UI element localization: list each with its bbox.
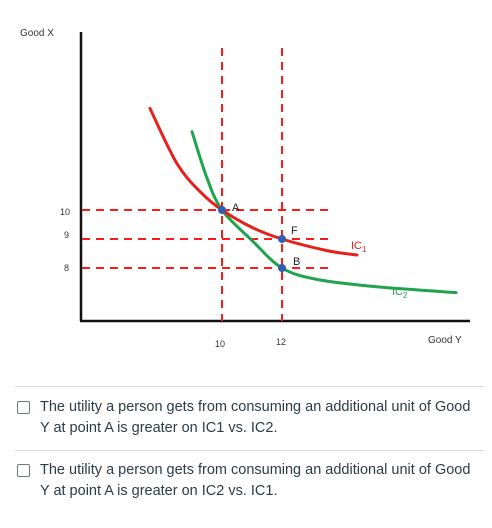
dashed-guides: [82, 48, 330, 321]
x-axis-label: Good Y: [428, 335, 462, 346]
point-label-b: B: [293, 256, 300, 268]
curve-ic2: [190, 130, 458, 295]
curve-label-ic2: IC2: [392, 286, 408, 300]
curve-ic1: [148, 107, 359, 257]
y-axis-label: Good X: [20, 28, 54, 39]
point-label-f: F: [291, 225, 298, 237]
curve-label-ic1-main: IC: [351, 240, 362, 252]
indifference-curve-chart: Good X Good Y 10 9 8 10 12 A F B IC1 IC2: [20, 28, 470, 349]
checkbox-option-1[interactable]: [17, 401, 30, 414]
option-1-text: The utility a person gets from consuming…: [40, 399, 471, 436]
option-2-text: The utility a person gets from consuming…: [40, 462, 471, 499]
curve-label-ic1: IC1: [351, 240, 367, 254]
divider-top: [15, 386, 484, 387]
curve-label-ic2-sub: 2: [403, 291, 408, 300]
curves-group: [148, 107, 458, 295]
y-tick-8: 8: [64, 263, 69, 273]
curve-label-ic1-sub: 1: [362, 245, 367, 254]
x-tick-12: 12: [276, 337, 286, 347]
checkbox-option-2[interactable]: [17, 464, 30, 477]
points-group: [218, 206, 286, 272]
point-a-marker: [218, 206, 226, 214]
point-label-a: A: [232, 202, 240, 214]
divider-middle: [15, 450, 484, 451]
answer-option-2[interactable]: The utility a person gets from consuming…: [14, 460, 474, 502]
point-b-marker: [278, 264, 286, 272]
curve-label-ic2-main: IC: [392, 286, 403, 298]
answer-option-1[interactable]: The utility a person gets from consuming…: [14, 397, 474, 439]
y-tick-10: 10: [60, 207, 70, 217]
y-tick-9: 9: [64, 230, 69, 240]
point-f-marker: [278, 235, 286, 243]
x-tick-10: 10: [215, 339, 225, 349]
